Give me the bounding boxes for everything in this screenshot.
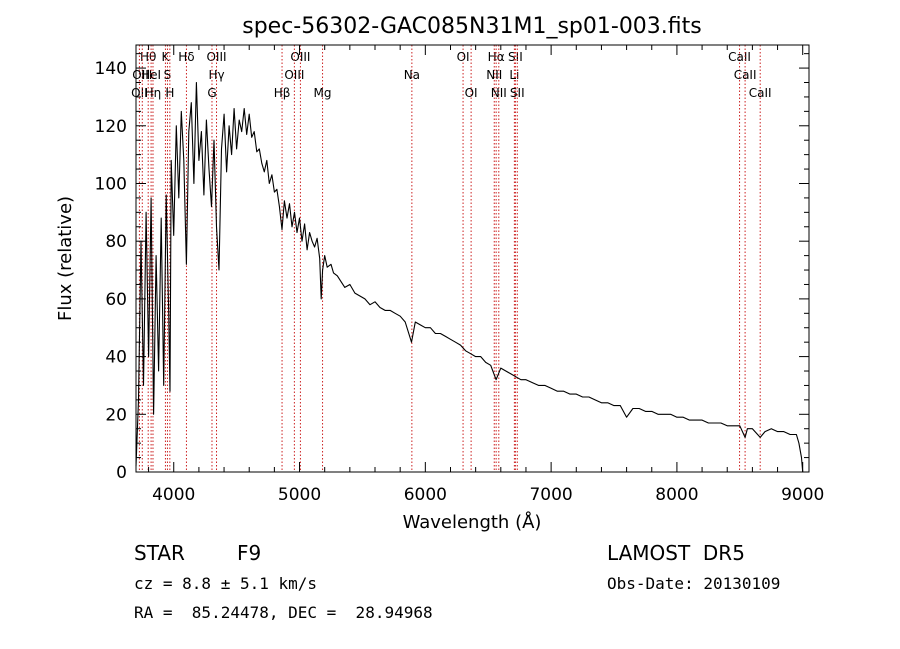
line-marker-label: SII	[510, 86, 525, 100]
plot-frame	[135, 44, 810, 473]
chart-title: spec-56302-GAC085N31M1_sp01-003.fits	[242, 14, 702, 39]
y-tick-label: 140	[95, 59, 127, 79]
line-marker-label: S	[164, 68, 172, 82]
line-marker-label: CaII	[734, 68, 757, 82]
line-marker-label: Hη	[145, 86, 162, 100]
line-marker-label: SII	[508, 50, 523, 64]
line-marker-label: Na	[404, 68, 420, 82]
spectrum-line	[135, 81, 804, 473]
y-axis-label: Flux (relative)	[55, 196, 76, 321]
line-marker-label: CaII	[728, 50, 751, 64]
x-tick-label: 6000	[404, 485, 447, 505]
line-marker-label: Hγ	[208, 68, 224, 82]
x-tick-label: 9000	[781, 485, 824, 505]
line-marker-label: Hβ	[274, 86, 291, 100]
line-marker-label: Hα	[488, 50, 505, 64]
x-tick-label: 8000	[655, 485, 698, 505]
line-marker-label: Li	[509, 68, 519, 82]
line-marker-label: K	[161, 50, 170, 64]
object-class-label: STAR	[134, 541, 185, 565]
line-marker-label: HeI	[141, 68, 161, 82]
line-marker-label: Hδ	[178, 50, 194, 64]
line-marker-label: OI	[457, 50, 470, 64]
line-marker-label: OIII	[284, 68, 304, 82]
x-tick-label: 5000	[278, 485, 321, 505]
redshift-label: cz = 8.8 ± 5.1 km/s	[134, 574, 318, 593]
line-marker-label: OI	[465, 86, 478, 100]
y-tick-label: 80	[105, 232, 127, 252]
y-tick-label: 60	[105, 290, 127, 310]
line-marker-label: Hθ	[140, 50, 156, 64]
y-tick-label: 0	[116, 463, 127, 483]
survey-label: LAMOST DR5	[607, 541, 745, 565]
x-axis-label: Wavelength (Å)	[403, 511, 542, 533]
line-marker-label: OII	[131, 86, 148, 100]
line-marker-label: OIII	[132, 68, 152, 82]
obs-date-label: Obs-Date: 20130109	[607, 574, 781, 593]
line-marker-label: CaII	[749, 86, 772, 100]
x-tick-label: 4000	[152, 485, 195, 505]
y-tick-label: 40	[105, 348, 127, 368]
line-marker-label: G	[207, 86, 216, 100]
line-marker-label: NII	[491, 86, 507, 100]
y-tick-label: 100	[95, 174, 127, 194]
y-tick-label: 20	[105, 405, 127, 425]
line-marker-label: OIII	[290, 50, 310, 64]
line-marker-label: Mg	[314, 86, 332, 100]
subclass-label: F9	[237, 541, 262, 565]
coordinates-label: RA = 85.24478, DEC = 28.94968	[134, 603, 433, 622]
line-marker-label: NII	[486, 68, 502, 82]
line-marker-label: H	[165, 86, 174, 100]
x-tick-label: 7000	[529, 485, 572, 505]
y-tick-label: 120	[95, 117, 127, 137]
